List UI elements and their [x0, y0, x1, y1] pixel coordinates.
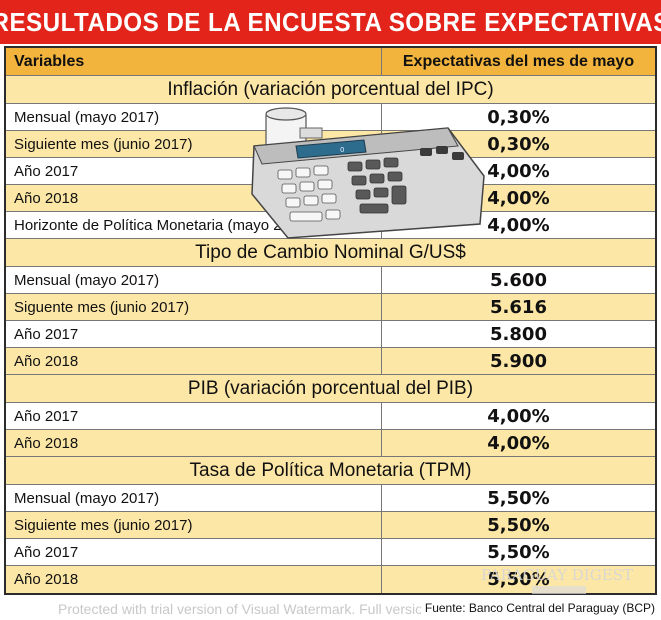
expectation-value: 5,50% — [487, 514, 550, 536]
variable-label: Mensual (mayo 2017) — [6, 267, 382, 293]
variable-label: Año 2018 — [6, 348, 382, 374]
table-row: Año 2018 5.900 — [6, 348, 655, 375]
expectation-value: 4,00% — [487, 214, 550, 236]
variable-label: Siguiente mes (junio 2017) — [6, 512, 382, 538]
expectation-value: 5.900 — [490, 350, 547, 372]
expectation-value: 4,00% — [487, 187, 550, 209]
watermark-text: Protected with trial version of Visual W… — [58, 601, 423, 617]
section-title: Inflación (variación porcentual del IPC) — [167, 78, 494, 100]
calculator-display: 0 — [340, 146, 344, 154]
expectation-value: 5,50% — [487, 487, 550, 509]
title-banner: RESULTADOS DE LA ENCUESTA SOBRE EXPECTAT… — [0, 0, 661, 44]
variable-label: Año 2018 — [6, 566, 382, 593]
table-row: Mensual (mayo 2017) 5,50% — [6, 485, 655, 512]
table-row: Siguente mes (junio 2017) 5.616 — [6, 294, 655, 321]
expectation-value: 0,30% — [487, 133, 550, 155]
section-header-row: PIB (variación porcentual del PIB) — [6, 375, 655, 403]
variable-label: Año 2018 — [6, 430, 382, 456]
table-row: Mensual (mayo 2017) 0,30% — [6, 104, 655, 131]
results-table: Variables Expectativas del mes de mayo I… — [4, 46, 657, 595]
variable-label: Año 2017 — [6, 403, 382, 429]
infographic-title: RESULTADOS DE LA ENCUESTA SOBRE EXPECTAT… — [0, 6, 661, 37]
section-header-row: Tasa de Política Monetaria (TPM) — [6, 457, 655, 485]
variable-label: Año 2017 — [6, 321, 382, 347]
expectation-value: 4,00% — [487, 160, 550, 182]
variable-label: Mensual (mayo 2017) — [6, 104, 382, 130]
table-row: Año 2017 5.800 — [6, 321, 655, 348]
table-row: Siguiente mes (junio 2017) 5,50% — [6, 512, 655, 539]
variable-label: Mensual (mayo 2017) — [6, 485, 382, 511]
header-expectations: Expectativas del mes de mayo — [402, 52, 635, 70]
calculator-illustration: 0 — [251, 107, 485, 239]
expectation-value: 5.600 — [490, 269, 547, 291]
section-title: Tipo de Cambio Nominal G/US$ — [195, 241, 466, 263]
expectation-value: 4,00% — [487, 405, 550, 427]
section-title: PIB (variación porcentual del PIB) — [187, 377, 474, 399]
section-header-row: Inflación (variación porcentual del IPC) — [6, 76, 655, 104]
source-note: Fuente: Banco Central del Paraguay (BCP) — [420, 601, 655, 615]
expectation-value: 0,30% — [487, 106, 550, 128]
variable-label: Año 2017 — [6, 539, 382, 565]
table-row: Año 2018 5,50% — [6, 566, 655, 593]
section-header-row: Tipo de Cambio Nominal G/US$ — [6, 239, 655, 267]
table-header-row: Variables Expectativas del mes de mayo — [6, 48, 655, 76]
table-row: Mensual (mayo 2017) 5.600 — [6, 267, 655, 294]
expectation-value: 4,00% — [487, 432, 550, 454]
expectation-value: 5.616 — [490, 296, 547, 318]
header-variables: Variables — [6, 48, 382, 75]
table-row: Año 2017 4,00% — [6, 403, 655, 430]
expectation-value: 5.800 — [490, 323, 547, 345]
expectation-value: 5,50% — [487, 541, 550, 563]
table-row: Año 2018 4,00% — [6, 430, 655, 457]
expectation-value: 5,50% — [487, 569, 550, 590]
variable-label: Siguente mes (junio 2017) — [6, 294, 382, 320]
table-row: Año 2017 5,50% — [6, 539, 655, 566]
section-title: Tasa de Política Monetaria (TPM) — [189, 459, 472, 481]
